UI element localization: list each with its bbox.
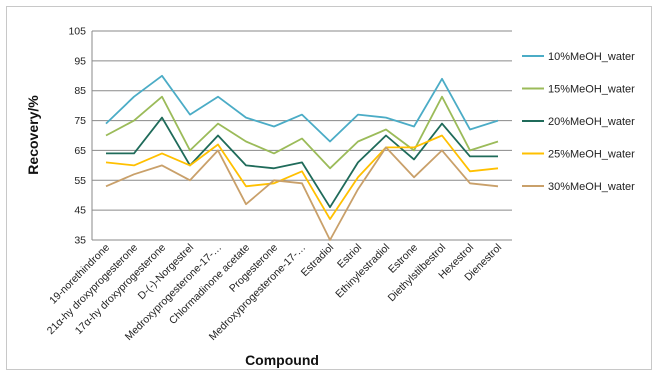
legend-label: 20%MeOH_water bbox=[548, 116, 635, 128]
y-tick-label: 35 bbox=[74, 235, 86, 247]
y-tick-label: 95 bbox=[74, 55, 86, 67]
series-lines bbox=[105, 74, 499, 241]
legend-label: 15%MeOH_water bbox=[548, 84, 635, 96]
series-line bbox=[105, 74, 499, 143]
y-axis-title: Recovery/% bbox=[25, 95, 41, 175]
grid-lines bbox=[91, 30, 512, 241]
legend-label: 25%MeOH_water bbox=[548, 149, 635, 161]
y-tick-label: 105 bbox=[68, 26, 86, 38]
legend: 10%MeOH_water 15%MeOH_water 20%MeOH_water 2… bbox=[522, 51, 635, 193]
legend-label: 10%MeOH_water bbox=[548, 51, 635, 63]
y-tick-label: 85 bbox=[74, 85, 86, 97]
y-tick-label: 65 bbox=[74, 145, 86, 157]
y-tick-label: 75 bbox=[74, 115, 86, 127]
y-tick-label: 55 bbox=[74, 175, 86, 187]
chart-frame bbox=[6, 6, 652, 370]
y-axis-ticks: 35 45 55 65 75 85 95 105 bbox=[68, 26, 86, 247]
series-line bbox=[105, 146, 499, 241]
legend-label: 30%MeOH_water bbox=[548, 181, 635, 193]
series-line bbox=[105, 95, 499, 170]
y-tick-label: 45 bbox=[74, 205, 86, 217]
series-line bbox=[105, 134, 499, 221]
series-line bbox=[106, 116, 498, 209]
x-axis-title: Compound bbox=[245, 352, 319, 368]
